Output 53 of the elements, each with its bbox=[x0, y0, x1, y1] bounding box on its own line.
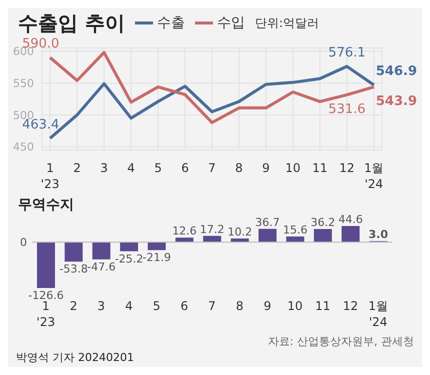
x-tick-label: 3 bbox=[97, 299, 106, 313]
x-tick-label: 3 bbox=[100, 161, 108, 175]
data-label: 15.6 bbox=[282, 224, 308, 236]
x-tick-label: 5 bbox=[154, 161, 162, 175]
data-label: -126.6 bbox=[28, 289, 64, 302]
x-tick-label: 4 bbox=[127, 161, 135, 175]
x-tick-label: 6 bbox=[180, 299, 188, 313]
x-tick-label: 4 bbox=[125, 299, 133, 313]
x-tick-label: 12 bbox=[339, 161, 355, 175]
x-tick-label: 11 bbox=[312, 161, 328, 175]
data-label: -21.9 bbox=[142, 251, 171, 264]
y-tick-label: 450 bbox=[13, 140, 34, 154]
y-tick-label: 550 bbox=[13, 76, 34, 90]
data-label: 12.6 bbox=[172, 224, 197, 238]
x-tick-label: 7 bbox=[208, 161, 216, 175]
chart-title: 무역수지 bbox=[17, 196, 75, 213]
x-tick-label: 5 bbox=[152, 299, 160, 313]
x-tick-label: 8 bbox=[236, 299, 244, 313]
chart-title: 수출입 추이 bbox=[18, 10, 125, 36]
data-label: 17.2 bbox=[200, 222, 224, 236]
x-tick-label: 1 '23 bbox=[40, 161, 60, 191]
x-tick-label: 10 bbox=[285, 161, 301, 175]
data-label: 44.6 bbox=[338, 213, 363, 226]
x-tick-label: 7 bbox=[208, 299, 216, 313]
x-tick-label: 2 bbox=[70, 299, 78, 313]
x-tick-label: 2 bbox=[73, 161, 81, 175]
legend-label: 수입 bbox=[216, 14, 245, 32]
data-label: 576.1 bbox=[328, 45, 366, 60]
x-tick-label: 12 bbox=[342, 299, 358, 313]
data-label: -47.6 bbox=[87, 260, 116, 274]
x-tick-label: 6 bbox=[181, 161, 189, 175]
data-label: 3.0 bbox=[368, 228, 388, 242]
text: 단위:억달러 bbox=[254, 14, 320, 32]
x-tick-label: 10 bbox=[287, 299, 303, 313]
data-label: 546.9 bbox=[376, 64, 418, 80]
x-tick-label: 1월 '24 bbox=[368, 299, 388, 329]
data-label: -25.2 bbox=[114, 252, 144, 266]
data-label: 36.7 bbox=[255, 216, 280, 229]
x-tick-label: 1월 '24 bbox=[364, 161, 384, 191]
x-tick-label: 11 bbox=[315, 299, 330, 313]
x-tick-label: 9 bbox=[264, 299, 272, 313]
data-label: 10.2 bbox=[228, 225, 252, 238]
data-label: -53.8 bbox=[59, 262, 88, 276]
data-label: 36.2 bbox=[310, 216, 336, 230]
x-tick-label: 9 bbox=[262, 161, 270, 175]
text: 0 bbox=[20, 236, 27, 250]
text: 자료: 산업통상자원부, 관세청 bbox=[266, 334, 414, 350]
legend-label: 수출 bbox=[156, 14, 185, 32]
x-tick-label: 1 '23 bbox=[36, 299, 56, 329]
data-label: 543.9 bbox=[376, 94, 418, 109]
text: 박영석 기자 20240201 bbox=[16, 350, 135, 366]
data-label: 531.6 bbox=[328, 102, 366, 117]
x-tick-label: 8 bbox=[235, 161, 243, 175]
